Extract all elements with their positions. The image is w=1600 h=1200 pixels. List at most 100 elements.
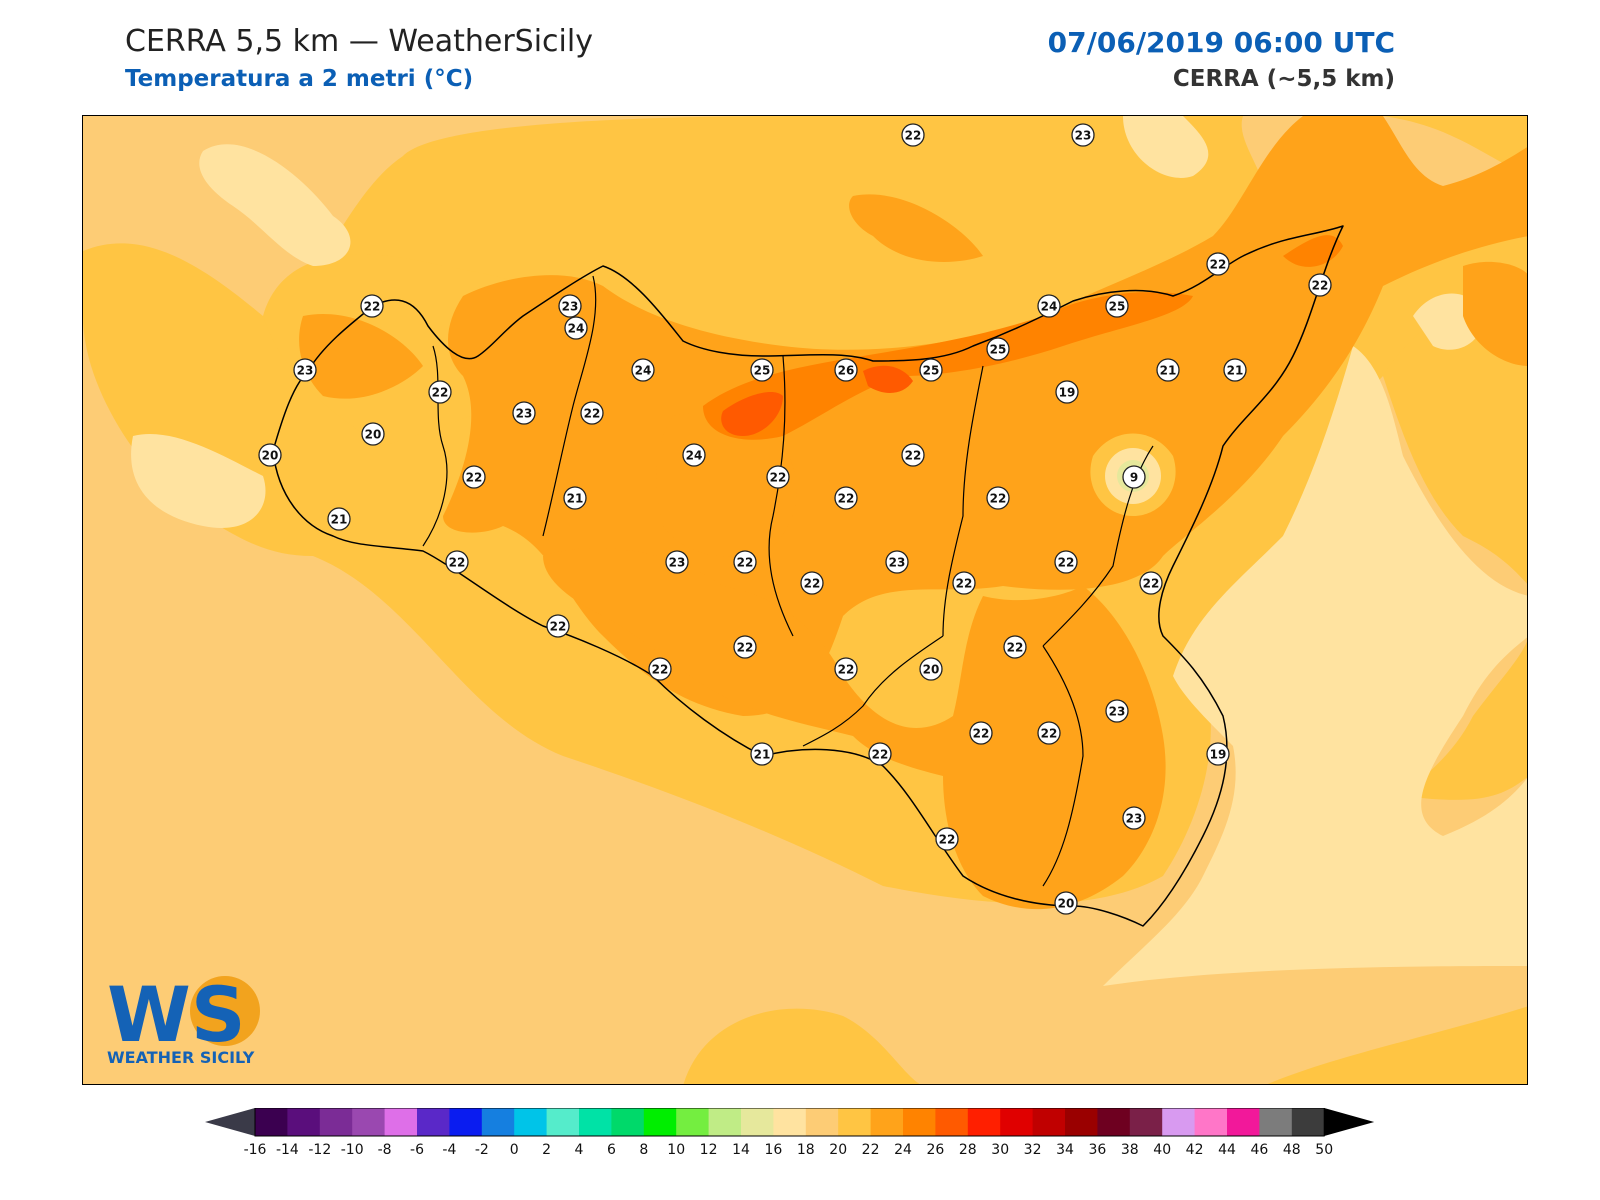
station-marker: 25 (750, 358, 774, 382)
band-22-24-west (299, 314, 423, 399)
station-marker: 22 (580, 401, 604, 425)
station-marker: 21 (1156, 358, 1180, 382)
station-marker-circle (919, 358, 943, 382)
station-temperature-label: 22 (1041, 727, 1058, 741)
station-marker-circle (648, 657, 672, 681)
temperature-colorbar: -16 -14 -12 -10 -8 -6 -4 -2 0 2 4 6 8 10 12 14 16 18 20 22 2… (205, 1108, 1375, 1158)
band-20-22-bottom (683, 1008, 920, 1084)
station-temperature-label: 20 (365, 428, 382, 442)
colorbar-cell (903, 1108, 936, 1136)
band-26-28-north-coast-2 (863, 365, 913, 393)
station-marker: 22 (1003, 635, 1027, 659)
station-marker-circle (564, 316, 588, 340)
station-marker-circle (834, 358, 858, 382)
station-temperature-label: 23 (562, 300, 579, 314)
station-marker: 25 (919, 358, 943, 382)
station-marker-circle (834, 486, 858, 510)
station-temperature-label: 21 (567, 492, 584, 506)
colorbar-cell (384, 1108, 418, 1136)
station-marker: 23 (665, 550, 689, 574)
station-marker: 24 (1037, 294, 1061, 318)
station-temperature-label: 25 (1109, 300, 1126, 314)
station-marker-circle (428, 380, 452, 404)
colorbar-cell (805, 1108, 839, 1136)
colorbar-tick-label: 22 (862, 1142, 880, 1158)
station-marker: 22 (1206, 252, 1230, 276)
station-temperature-label: 23 (1126, 812, 1143, 826)
station-temperature-label: 19 (1059, 386, 1076, 400)
station-marker: 22 (986, 486, 1010, 510)
colorbar-labels: -16 -14 -12 -10 -8 -6 -4 -2 0 2 4 6 8 10 12 14 16 18 20 22 2… (244, 1142, 1334, 1158)
map-subtitle-variable: Temperatura a 2 metri (°C) (125, 66, 474, 92)
logo-text-ws: WS (107, 970, 246, 1059)
station-marker-circle (1071, 123, 1095, 147)
station-temperature-label: 25 (754, 364, 771, 378)
station-marker: 22 (935, 827, 959, 851)
colorbar-cell (1259, 1108, 1293, 1136)
colorbar-tick-label: 24 (894, 1142, 912, 1158)
band-16-18-west (131, 434, 266, 528)
colorbar-tick-label: 10 (667, 1142, 685, 1158)
station-temperature-label: 23 (516, 407, 533, 421)
station-marker: 22 (1054, 550, 1078, 574)
station-marker: 20 (919, 657, 943, 681)
station-marker-circle (1308, 273, 1332, 297)
station-temperature-label: 22 (584, 407, 601, 421)
station-temperature-label: 22 (1058, 556, 1075, 570)
station-marker: 22 (445, 550, 469, 574)
colorbar-cell (1000, 1108, 1034, 1136)
station-marker-circle (327, 507, 351, 531)
station-marker: 22 (428, 380, 452, 404)
station-marker: 22 (1037, 721, 1061, 745)
colorbar-tick-label: 34 (1056, 1142, 1074, 1158)
station-temperature-label: 24 (568, 322, 585, 336)
station-marker: 9 (1122, 465, 1146, 489)
station-marker-circle (360, 294, 384, 318)
station-marker: 22 (834, 486, 858, 510)
station-marker-circle (361, 422, 385, 446)
station-temperature-label: 24 (1041, 300, 1058, 314)
colorbar-tick-label: 6 (607, 1142, 616, 1158)
colorbar-tick-label: 40 (1153, 1142, 1171, 1158)
station-marker: 22 (901, 123, 925, 147)
colorbar-cell (838, 1108, 872, 1136)
station-temperature-label: 9 (1130, 471, 1138, 485)
station-marker: 20 (361, 422, 385, 446)
station-marker-circle (1206, 252, 1230, 276)
station-marker-circle (258, 443, 282, 467)
station-temperature-label: 23 (889, 556, 906, 570)
station-temperature-label: 21 (754, 748, 771, 762)
station-temperature-label: 25 (923, 364, 940, 378)
colorbar-cells (205, 1108, 1375, 1137)
station-marker: 23 (1105, 699, 1129, 723)
station-temperature-label: 22 (838, 492, 855, 506)
colorbar-tick-label: -6 (410, 1142, 424, 1158)
temperature-bands (83, 116, 1527, 1084)
station-temperature-label: 22 (550, 620, 567, 634)
station-marker-circle (1003, 635, 1027, 659)
colorbar-cell (611, 1108, 645, 1136)
station-marker: 19 (1206, 742, 1230, 766)
station-temperature-label: 20 (1058, 897, 1075, 911)
weather-sicily-logo: WS WEATHER SICILY (107, 970, 260, 1067)
station-marker-circle (1055, 380, 1079, 404)
station-marker: 22 (360, 294, 384, 318)
station-marker-circle (1122, 806, 1146, 830)
station-marker: 24 (564, 316, 588, 340)
colorbar-tick-label: -4 (442, 1142, 456, 1158)
colorbar-cell (319, 1108, 353, 1136)
station-marker-circle (1206, 742, 1230, 766)
band-24-26-north-isle (1283, 235, 1343, 267)
colorbar-tick-label: 4 (575, 1142, 584, 1158)
station-marker-circle (1139, 571, 1163, 595)
station-marker: 22 (733, 635, 757, 659)
band-20-22-bottom-right (1267, 1006, 1527, 1084)
station-temperature-label: 22 (838, 663, 855, 677)
logo-sun (190, 976, 260, 1046)
colorbar-cell (1032, 1108, 1066, 1136)
station-temperature-label: 22 (737, 641, 754, 655)
colorbar-over-arrow (1324, 1108, 1375, 1136)
colorbar-cell (287, 1108, 321, 1136)
colorbar-tick-label: -16 (244, 1142, 267, 1158)
station-marker-circle (800, 571, 824, 595)
